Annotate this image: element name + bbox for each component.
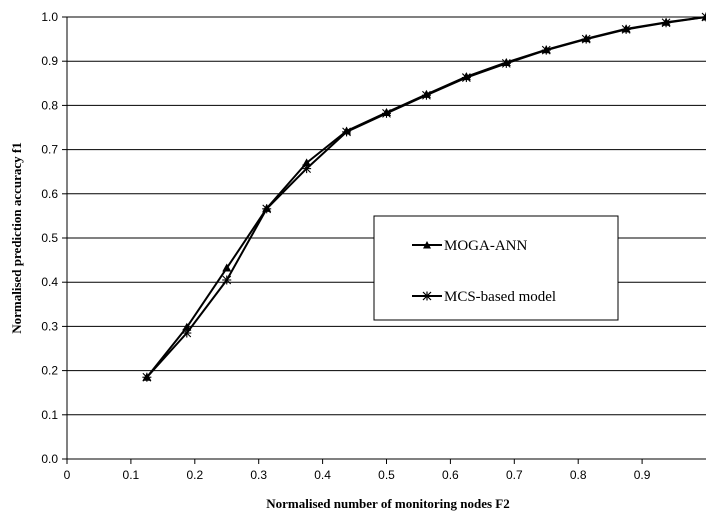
data-point-triangle: [222, 263, 232, 272]
x-tick-label: 0.3: [250, 468, 267, 482]
series-moga-ann: [142, 12, 706, 381]
data-point-asterisk: [142, 372, 152, 382]
legend-entry-mcs-based-model: MCS-based model: [412, 289, 556, 305]
x-axis-title: Normalised number of monitoring nodes F2: [266, 496, 510, 511]
series-mcs-based-model: [142, 12, 706, 382]
series: [142, 12, 706, 382]
series-line: [146, 16, 706, 378]
data-point-asterisk: [342, 127, 352, 137]
x-tick-label: 0.7: [506, 468, 523, 482]
data-point-asterisk: [222, 275, 232, 285]
data-point-asterisk: [182, 328, 192, 338]
x-tick-label: 0.6: [442, 468, 459, 482]
y-tick-label: 0.7: [41, 143, 58, 157]
y-tick-labels: 0.0 0.1 0.2 0.3 0.4 0.5 0.6 0.7 0.8 0.9 1.0: [41, 10, 58, 466]
data-point-asterisk: [262, 204, 272, 214]
series-line: [146, 16, 706, 378]
y-tick-label: 0.1: [41, 408, 58, 422]
x-tick-label: 0.2: [186, 468, 203, 482]
data-point-asterisk: [581, 34, 591, 44]
x-tick-label: 0.4: [314, 468, 331, 482]
legend-label-mcs-based-model: MCS-based model: [444, 289, 556, 305]
x-tick-label: 0.1: [123, 468, 140, 482]
x-tick-label: 0.8: [570, 468, 587, 482]
y-tick-label: 0.4: [41, 275, 58, 289]
y-tick-label: 0.2: [41, 364, 58, 378]
data-point-triangle: [302, 158, 312, 167]
data-point-asterisk: [302, 164, 312, 174]
asterisk-marker-icon: [422, 291, 432, 301]
legend: MOGA-ANN MCS-based model: [373, 215, 619, 321]
y-tick-label: 0.9: [41, 54, 58, 68]
legend-label-moga-ann: MOGA-ANN: [444, 238, 527, 254]
x-tick-labels: 0 0.1 0.2 0.3 0.4 0.5 0.6 0.7 0.8 0.9: [64, 468, 651, 482]
data-point-asterisk: [701, 12, 706, 22]
y-tick-label: 0.6: [41, 187, 58, 201]
axes: [66, 17, 706, 464]
y-tick-label: 1.0: [41, 10, 58, 24]
y-tick-label: 0.3: [41, 319, 58, 333]
y-tick-label: 0.8: [41, 98, 58, 112]
data-point-asterisk: [541, 45, 551, 55]
legend-entry-moga-ann: MOGA-ANN: [412, 238, 527, 254]
y-axis-title: Normalised prediction accuracy f1: [9, 142, 24, 333]
data-point-asterisk: [421, 90, 431, 100]
x-tick-label: 0: [64, 468, 71, 482]
data-point-asterisk: [621, 24, 631, 34]
x-tick-label: 0.9: [634, 468, 651, 482]
triangle-marker-icon: [423, 241, 431, 249]
y-tick-label: 0.5: [41, 231, 58, 245]
data-point-asterisk: [382, 108, 391, 118]
data-point-asterisk: [661, 18, 671, 28]
data-point-asterisk: [501, 58, 511, 68]
y-tick-label: 0.0: [41, 452, 58, 466]
legend-box: [373, 215, 619, 321]
data-point-asterisk: [461, 73, 471, 83]
x-tick-label: 0.5: [378, 468, 395, 482]
